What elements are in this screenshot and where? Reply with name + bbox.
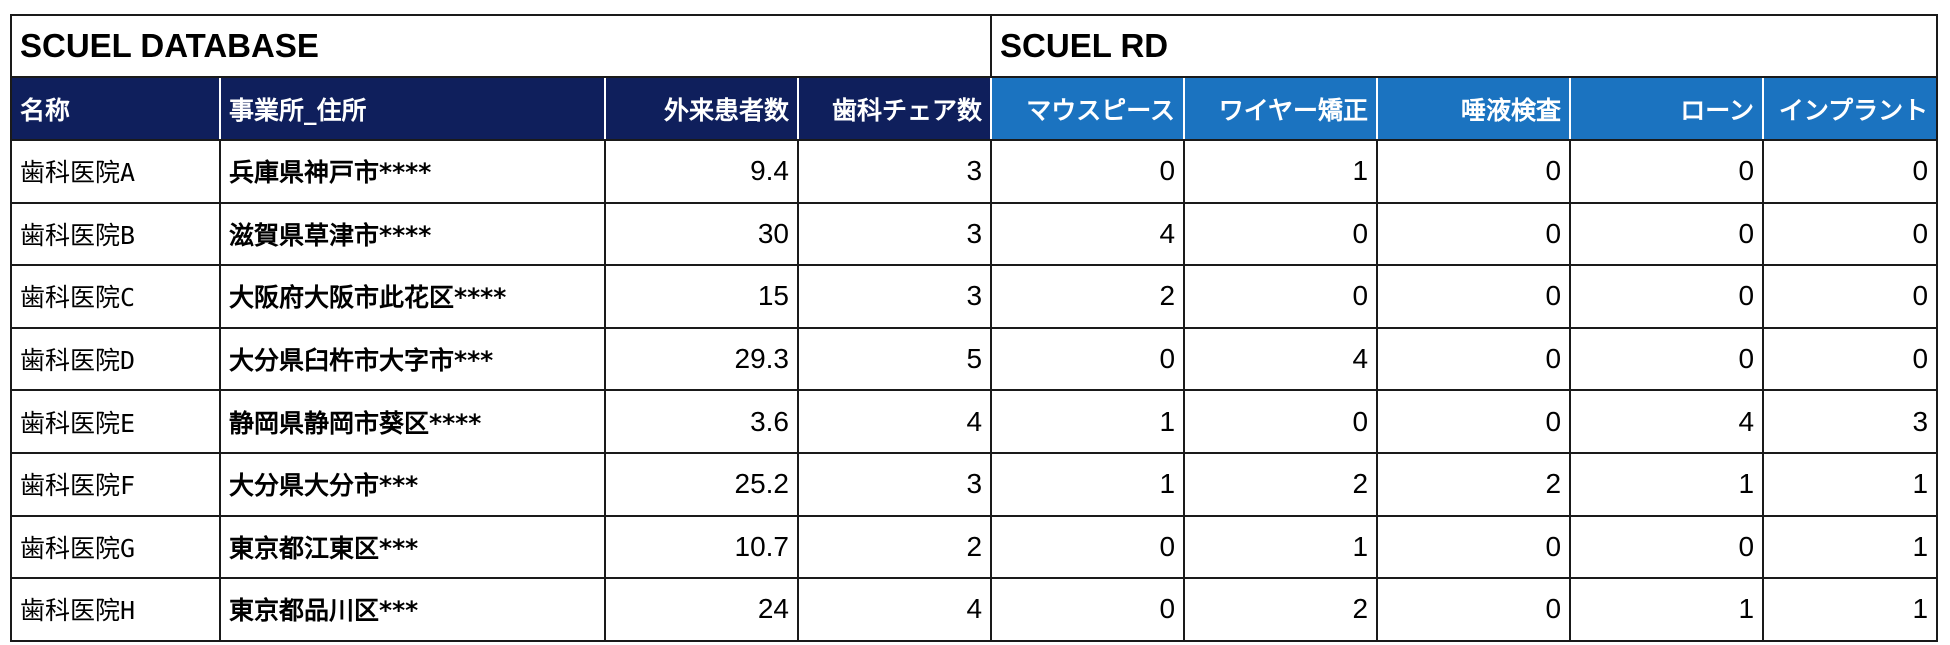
cell-saliva-test[interactable]: 0 <box>1376 264 1572 329</box>
cell-saliva-test[interactable]: 2 <box>1376 451 1572 517</box>
cell-address[interactable]: 大分県臼杵市大字市*** <box>219 326 606 392</box>
cell-address[interactable]: 東京都品川区*** <box>219 577 606 642</box>
cell-implant[interactable]: 0 <box>1762 201 1939 267</box>
cell-chairs[interactable]: 4 <box>796 577 993 642</box>
cell-chairs[interactable]: 5 <box>796 326 993 392</box>
column-header-name[interactable]: 名称 <box>10 76 221 141</box>
table-row: 歯科医院D 大分県臼杵市大字市*** 29.3 5 0 4 0 0 0 <box>10 326 1939 392</box>
cell-saliva-test[interactable]: 0 <box>1376 326 1572 392</box>
cell-implant[interactable]: 0 <box>1762 139 1939 204</box>
cell-mouthpiece[interactable]: 0 <box>990 577 1186 642</box>
cell-address[interactable]: 兵庫県神戸市**** <box>219 139 606 204</box>
cell-address[interactable]: 大阪府大阪市此花区**** <box>219 264 606 329</box>
cell-address[interactable]: 大分県大分市*** <box>219 451 606 517</box>
cell-loan[interactable]: 0 <box>1569 264 1765 329</box>
column-header-outpatients[interactable]: 外来患者数 <box>604 76 799 141</box>
cell-mouthpiece[interactable]: 0 <box>990 514 1186 580</box>
cell-saliva-test[interactable]: 0 <box>1376 514 1572 580</box>
group-label-database: SCUEL DATABASE <box>9 14 993 78</box>
cell-name[interactable]: 歯科医院H <box>10 577 221 642</box>
cell-wire-ortho[interactable]: 4 <box>1183 326 1379 392</box>
cell-loan[interactable]: 0 <box>1569 201 1765 267</box>
cell-mouthpiece[interactable]: 1 <box>990 389 1186 454</box>
cell-loan[interactable]: 0 <box>1569 326 1765 392</box>
table-row: 歯科医院C 大阪府大阪市此花区**** 15 3 2 0 0 0 0 <box>10 264 1939 329</box>
cell-outpatients[interactable]: 30 <box>604 201 799 267</box>
cell-outpatients[interactable]: 24 <box>604 577 799 642</box>
column-header-implant[interactable]: インプラント <box>1762 76 1939 141</box>
cell-implant[interactable]: 1 <box>1762 577 1939 642</box>
column-header-loan[interactable]: ローン <box>1569 76 1765 141</box>
cell-loan[interactable]: 1 <box>1569 451 1765 517</box>
cell-name[interactable]: 歯科医院G <box>10 514 221 580</box>
cell-chairs[interactable]: 3 <box>796 139 993 204</box>
column-header-wire-ortho[interactable]: ワイヤー矯正 <box>1183 76 1379 141</box>
table-row: 歯科医院H 東京都品川区*** 24 4 0 2 0 1 1 <box>10 577 1939 642</box>
cell-name[interactable]: 歯科医院E <box>10 389 221 454</box>
cell-implant[interactable]: 1 <box>1762 451 1939 517</box>
column-header-saliva-test[interactable]: 唾液検査 <box>1376 76 1572 141</box>
column-header-chairs[interactable]: 歯科チェア数 <box>796 76 993 141</box>
cell-wire-ortho[interactable]: 0 <box>1183 389 1379 454</box>
cell-address[interactable]: 東京都江東区*** <box>219 514 606 580</box>
cell-mouthpiece[interactable]: 1 <box>990 451 1186 517</box>
cell-chairs[interactable]: 4 <box>796 389 993 454</box>
cell-name[interactable]: 歯科医院D <box>10 326 221 392</box>
cell-wire-ortho[interactable]: 2 <box>1183 577 1379 642</box>
cell-outpatients[interactable]: 15 <box>604 264 799 329</box>
cell-wire-ortho[interactable]: 0 <box>1183 201 1379 267</box>
cell-wire-ortho[interactable]: 1 <box>1183 139 1379 204</box>
cell-name[interactable]: 歯科医院F <box>10 451 221 517</box>
group-label-rd: SCUEL RD <box>990 14 1939 78</box>
cell-outpatients[interactable]: 3.6 <box>604 389 799 454</box>
cell-outpatients[interactable]: 29.3 <box>604 326 799 392</box>
cell-saliva-test[interactable]: 0 <box>1376 201 1572 267</box>
cell-wire-ortho[interactable]: 2 <box>1183 451 1379 517</box>
cell-loan[interactable]: 1 <box>1569 577 1765 642</box>
cell-loan[interactable]: 4 <box>1569 389 1765 454</box>
cell-implant[interactable]: 0 <box>1762 264 1939 329</box>
cell-name[interactable]: 歯科医院C <box>10 264 221 329</box>
column-header-mouthpiece[interactable]: マウスピース <box>990 76 1186 141</box>
cell-wire-ortho[interactable]: 0 <box>1183 264 1379 329</box>
cell-implant[interactable]: 0 <box>1762 326 1939 392</box>
cell-chairs[interactable]: 3 <box>796 451 993 517</box>
cell-mouthpiece[interactable]: 0 <box>990 139 1186 204</box>
cell-saliva-test[interactable]: 0 <box>1376 139 1572 204</box>
cell-mouthpiece[interactable]: 4 <box>990 201 1186 267</box>
cell-chairs[interactable]: 3 <box>796 264 993 329</box>
cell-outpatients[interactable]: 10.7 <box>604 514 799 580</box>
cell-outpatients[interactable]: 25.2 <box>604 451 799 517</box>
column-header-address[interactable]: 事業所_住所 <box>219 76 606 141</box>
cell-implant[interactable]: 1 <box>1762 514 1939 580</box>
cell-loan[interactable]: 0 <box>1569 139 1765 204</box>
cell-loan[interactable]: 0 <box>1569 514 1765 580</box>
group-header-row: SCUEL DATABASE SCUEL RD <box>9 14 1939 78</box>
table-row: 歯科医院A 兵庫県神戸市**** 9.4 3 0 1 0 0 0 <box>10 139 1939 204</box>
table-row: 歯科医院E 静岡県静岡市葵区**** 3.6 4 1 0 0 4 3 <box>10 389 1939 454</box>
cell-address[interactable]: 静岡県静岡市葵区**** <box>219 389 606 454</box>
cell-saliva-test[interactable]: 0 <box>1376 389 1572 454</box>
spreadsheet: SCUEL DATABASE SCUEL RD 名称 事業所_住所 外来患者数 … <box>9 14 1939 642</box>
cell-outpatients[interactable]: 9.4 <box>604 139 799 204</box>
column-header-row: 名称 事業所_住所 外来患者数 歯科チェア数 マウスピース ワイヤー矯正 唾液検… <box>10 76 1939 141</box>
cell-name[interactable]: 歯科医院B <box>10 201 221 267</box>
cell-chairs[interactable]: 2 <box>796 514 993 580</box>
cell-address[interactable]: 滋賀県草津市**** <box>219 201 606 267</box>
cell-name[interactable]: 歯科医院A <box>10 139 221 204</box>
table-row: 歯科医院G 東京都江東区*** 10.7 2 0 1 0 0 1 <box>10 514 1939 580</box>
cell-wire-ortho[interactable]: 1 <box>1183 514 1379 580</box>
cell-mouthpiece[interactable]: 0 <box>990 326 1186 392</box>
data-table: SCUEL DATABASE SCUEL RD 名称 事業所_住所 外来患者数 … <box>9 14 1939 642</box>
cell-mouthpiece[interactable]: 2 <box>990 264 1186 329</box>
table-row: 歯科医院F 大分県大分市*** 25.2 3 1 2 2 1 1 <box>10 451 1939 517</box>
cell-saliva-test[interactable]: 0 <box>1376 577 1572 642</box>
cell-chairs[interactable]: 3 <box>796 201 993 267</box>
cell-implant[interactable]: 3 <box>1762 389 1939 454</box>
table-row: 歯科医院B 滋賀県草津市**** 30 3 4 0 0 0 0 <box>10 201 1939 267</box>
